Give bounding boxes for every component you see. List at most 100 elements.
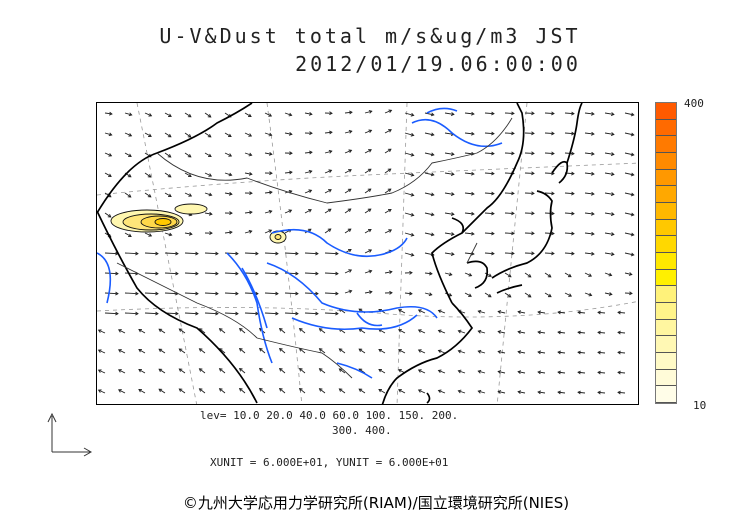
wind-arrow-head — [167, 173, 172, 178]
coastlines — [97, 103, 583, 404]
wind-arrow-head — [368, 149, 372, 153]
wind-arrow-head — [269, 171, 273, 176]
wind-arrow — [204, 132, 212, 138]
wind-arrow-head — [577, 390, 581, 395]
wind-arrow-head — [187, 134, 192, 138]
wind-arrow-head — [410, 192, 415, 197]
wind-arrow-head — [537, 330, 542, 335]
wind-arrow — [158, 328, 166, 334]
wind-arrow — [184, 172, 192, 177]
wind-arrow — [538, 391, 546, 394]
wind-arrow — [564, 112, 575, 115]
wind-arrow — [518, 331, 526, 334]
wind-arrow — [418, 389, 426, 394]
wind-arrow-head — [235, 311, 239, 316]
wind-arrow-head — [527, 293, 532, 298]
wind-arrow-head — [557, 330, 561, 335]
wind-arrow — [564, 232, 575, 235]
wind-arrow — [424, 292, 432, 296]
wind-arrow — [444, 252, 454, 255]
wind-arrow — [544, 252, 555, 254]
wind-arrow-head — [577, 370, 581, 375]
wind-arrow — [319, 368, 326, 374]
wind-arrow — [364, 229, 372, 234]
wind-arrow — [339, 388, 346, 394]
wind-arrow — [98, 389, 106, 394]
wind-arrow-head — [108, 173, 112, 177]
wind-arrow-head — [388, 208, 392, 213]
wind-arrow-head — [348, 129, 353, 134]
wind-arrow-head — [318, 328, 323, 332]
wind-arrow-head — [630, 192, 635, 197]
wind-arrow — [319, 348, 326, 354]
wind-arrow — [544, 112, 555, 114]
wind-arrow — [544, 172, 555, 174]
wind-arrow-head — [175, 251, 179, 256]
wind-arrow-head — [335, 311, 339, 316]
wind-arrow-head — [318, 388, 323, 392]
wind-arrow-head — [275, 291, 279, 296]
wind-arrow-head — [527, 274, 532, 278]
wind-arrow — [304, 189, 312, 194]
wind-arrow-head — [409, 291, 413, 296]
wind-arrow-head — [327, 208, 332, 213]
wind-arrow-head — [617, 350, 621, 355]
wind-arrow — [324, 208, 332, 214]
wind-arrow-head — [511, 131, 515, 136]
wind-arrow — [279, 368, 286, 374]
wind-arrow-head — [617, 310, 621, 315]
wind-arrow — [604, 132, 614, 135]
wind-arrow — [464, 252, 474, 255]
wind-arrow-head — [327, 228, 332, 232]
wind-arrow-head — [517, 330, 522, 335]
wind-arrow-head — [195, 291, 199, 296]
wind-arrow — [438, 349, 446, 354]
wind-arrow-head — [288, 112, 293, 117]
wind-arrow — [339, 348, 346, 354]
wind-arrow-head — [448, 272, 453, 277]
wind-arrow — [124, 252, 139, 255]
wind-arrow — [404, 192, 414, 196]
wind-arrow — [478, 350, 486, 354]
wind-arrow-head — [288, 131, 293, 136]
wind-arrow — [378, 389, 386, 394]
wind-arrow — [404, 112, 414, 116]
wind-arrow-head — [168, 193, 172, 198]
wind-arrow — [224, 132, 232, 137]
wind-arrow-head — [347, 208, 352, 212]
wind-arrow-head — [531, 251, 535, 256]
wind-arrow — [404, 152, 414, 156]
wind-arrow — [264, 312, 279, 315]
wind-arrow — [124, 112, 132, 116]
wind-arrow — [458, 350, 466, 354]
wind-arrow — [518, 371, 526, 374]
wind-arrow-head — [309, 131, 313, 136]
wind-arrow-head — [629, 291, 633, 296]
wind-arrow-head — [417, 329, 422, 333]
wind-arrow-head — [155, 251, 159, 256]
wind-arrow-head — [367, 208, 372, 213]
wind-arrow — [604, 252, 614, 255]
wind-arrow-head — [429, 271, 433, 276]
wind-arrow-head — [378, 368, 383, 373]
wind-arrow-head — [430, 192, 435, 197]
wind-arrow — [124, 232, 132, 237]
wind-arrow — [404, 252, 414, 256]
wind-arrow — [344, 208, 352, 214]
wind-arrow-head — [567, 273, 572, 278]
wind-arrow-head — [388, 129, 392, 133]
wind-arrow-head — [450, 112, 455, 116]
wind-arrow-head — [128, 233, 132, 238]
wind-arrow-head — [335, 251, 339, 256]
wind-arrow-head — [238, 327, 243, 332]
wind-arrow-head — [531, 191, 535, 196]
wind-arrow-head — [571, 171, 575, 176]
wind-arrow — [478, 370, 486, 374]
colorbar-segment — [656, 236, 676, 253]
wind-arrow — [164, 232, 172, 236]
wind-arrow-head — [187, 153, 192, 158]
wind-arrow — [118, 349, 126, 354]
wind-arrow-head — [348, 269, 353, 273]
wind-arrow-head — [547, 293, 552, 298]
wind-arrow — [264, 292, 279, 295]
